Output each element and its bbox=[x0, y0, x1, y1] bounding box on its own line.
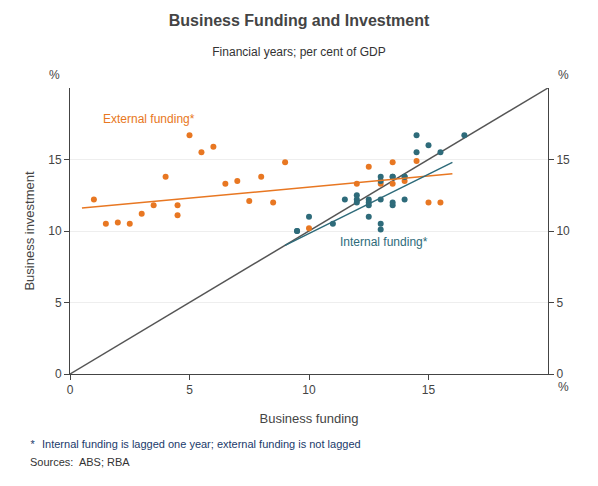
svg-text:0: 0 bbox=[67, 383, 74, 397]
svg-text:Business investment: Business investment bbox=[22, 171, 37, 291]
svg-text:Internal funding*: Internal funding* bbox=[340, 235, 428, 249]
svg-text:5: 5 bbox=[55, 296, 62, 310]
svg-text:10: 10 bbox=[302, 383, 316, 397]
svg-text:*: * bbox=[30, 438, 35, 450]
svg-text:%: % bbox=[558, 380, 569, 394]
svg-text:External funding*: External funding* bbox=[103, 112, 195, 126]
svg-text:5: 5 bbox=[186, 383, 193, 397]
svg-text:Business Funding and Investmen: Business Funding and Investment bbox=[169, 12, 430, 29]
svg-text:10: 10 bbox=[556, 224, 570, 238]
svg-text:15: 15 bbox=[556, 153, 570, 167]
svg-text:10: 10 bbox=[48, 224, 62, 238]
svg-text:15: 15 bbox=[48, 153, 62, 167]
svg-text:%: % bbox=[49, 68, 60, 82]
svg-text:5: 5 bbox=[556, 296, 563, 310]
svg-text:Financial years; per cent of G: Financial years; per cent of GDP bbox=[212, 45, 385, 59]
svg-text:Business funding: Business funding bbox=[259, 411, 358, 426]
svg-text:Sources: ABS; RBA: Sources: ABS; RBA bbox=[30, 456, 130, 468]
svg-text:0: 0 bbox=[55, 367, 62, 381]
svg-text:Internal funding is lagged one: Internal funding is lagged one year; ext… bbox=[42, 438, 361, 450]
svg-text:%: % bbox=[558, 68, 569, 82]
svg-text:0: 0 bbox=[556, 367, 563, 381]
svg-text:15: 15 bbox=[422, 383, 436, 397]
